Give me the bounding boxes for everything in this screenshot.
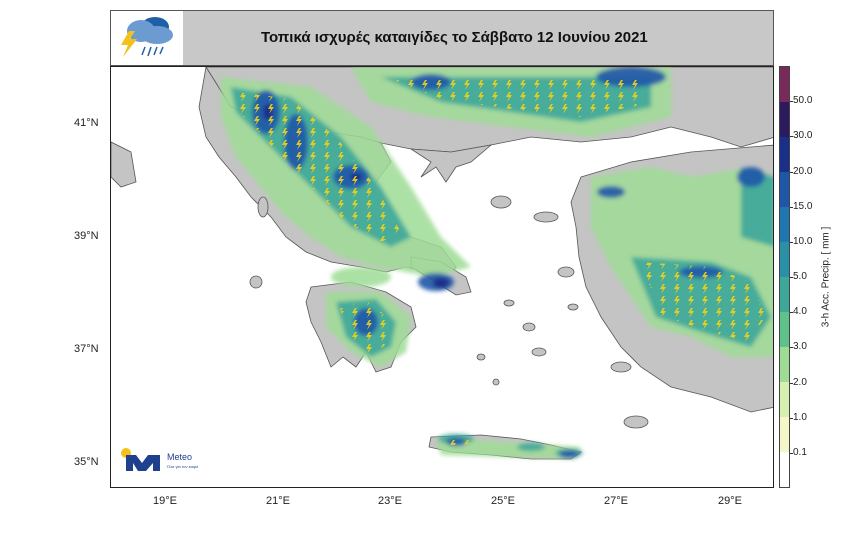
lon-label-25e: 25°E [491, 495, 515, 507]
colorbar-tickmark [790, 101, 793, 103]
storm-cloud-icon [121, 17, 173, 57]
colorbar-tick-label: 10.0 [793, 235, 813, 247]
colorbar-tick-label: 4.0 [793, 306, 807, 318]
precipitation-map [110, 66, 774, 488]
colorbar-tickmark [790, 312, 793, 314]
colorbar-tickmark [790, 417, 793, 419]
colorbar-tick-label: 30.0 [793, 130, 813, 142]
colorbar-tick-label: 50.0 [793, 95, 813, 107]
colorbar-tickmark [790, 171, 793, 173]
lat-label-35n: 35°N [74, 456, 99, 468]
colorbar-tickmark [790, 347, 793, 349]
lon-label-21e: 21°E [266, 495, 290, 507]
colorbar-label: 3-h Acc. Precip. [ mm ] [820, 226, 832, 328]
lightning-overlay [236, 79, 766, 445]
title-bar: Τοπικά ισχυρές καταιγίδες το Σάββατο 12 … [110, 10, 774, 66]
lat-label-37n: 37°N [74, 343, 99, 355]
meteo-logo [120, 447, 164, 478]
lon-label-29e: 29°E [718, 495, 742, 507]
colorbar [779, 66, 790, 488]
lat-label-41n: 41°N [74, 117, 99, 129]
lon-label-27e: 27°E [604, 495, 628, 507]
map-canvas [111, 67, 773, 460]
colorbar-tick-label: 3.0 [793, 341, 807, 353]
colorbar-tickmark [790, 206, 793, 208]
lon-label-23e: 23°E [378, 495, 402, 507]
colorbar-tick-label: 2.0 [793, 376, 807, 388]
page-title: Τοπικά ισχυρές καταιγίδες το Σάββατο 12 … [261, 29, 648, 46]
colorbar-tick-label: 0.1 [793, 446, 807, 458]
lat-label-39n: 39°N [74, 230, 99, 242]
meteo-logo-icon [121, 448, 160, 471]
colorbar-tickmark [790, 277, 793, 278]
colorbar-tickmark [790, 382, 793, 384]
colorbar-tick-label: 5.0 [793, 271, 807, 282]
colorbar-tickmark [790, 241, 793, 243]
colorbar-tickmark [790, 136, 793, 138]
colorbar-tick-label: 1.0 [793, 411, 807, 423]
logo-brand: Meteo [167, 452, 193, 462]
title-icon-box [111, 11, 183, 65]
logo-tagline: Όλα για τον καιρό [167, 464, 199, 469]
lon-label-19e: 19°E [153, 495, 177, 507]
colorbar-tick-label: 15.0 [793, 200, 813, 212]
colorbar-tickmark [790, 452, 793, 454]
colorbar-tick-label: 20.0 [793, 165, 813, 177]
